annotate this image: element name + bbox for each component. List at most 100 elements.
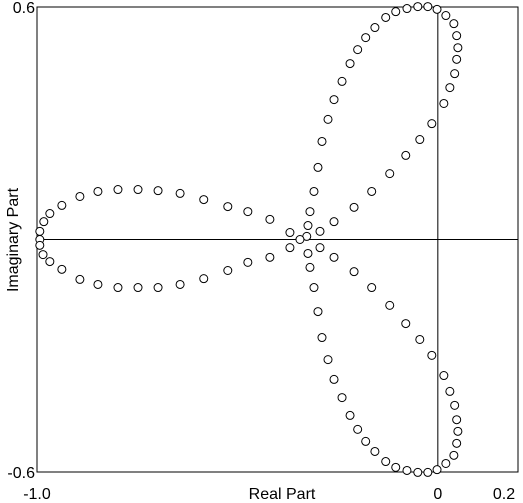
point bbox=[93, 186, 103, 196]
x-tick-label: 0.2 bbox=[493, 486, 515, 503]
point bbox=[439, 371, 449, 381]
point bbox=[57, 200, 67, 210]
point bbox=[75, 274, 85, 284]
point bbox=[305, 207, 315, 217]
point bbox=[199, 274, 209, 284]
point bbox=[423, 2, 433, 12]
point bbox=[367, 283, 377, 293]
point bbox=[441, 458, 451, 468]
point bbox=[175, 188, 185, 198]
point bbox=[329, 252, 339, 262]
point bbox=[449, 19, 459, 29]
point bbox=[385, 300, 395, 310]
point bbox=[367, 186, 377, 196]
point bbox=[450, 69, 460, 79]
point bbox=[175, 279, 185, 289]
y-tick-label: 0.6 bbox=[13, 0, 35, 17]
point bbox=[427, 119, 437, 129]
point bbox=[401, 150, 411, 160]
point bbox=[329, 95, 339, 105]
point bbox=[113, 185, 123, 195]
point bbox=[303, 248, 313, 258]
point bbox=[93, 279, 103, 289]
point bbox=[415, 135, 425, 145]
point bbox=[439, 98, 449, 108]
point bbox=[337, 393, 347, 403]
point bbox=[452, 438, 462, 448]
point bbox=[223, 266, 233, 275]
point bbox=[35, 226, 45, 236]
point bbox=[133, 185, 143, 195]
y-axis-label: Imaginary Part bbox=[5, 187, 22, 292]
point bbox=[381, 457, 391, 467]
point bbox=[413, 2, 423, 12]
point bbox=[295, 235, 305, 244]
point bbox=[349, 202, 359, 212]
point bbox=[75, 191, 85, 201]
point bbox=[315, 243, 325, 253]
point bbox=[361, 436, 371, 446]
point bbox=[449, 450, 459, 460]
point bbox=[385, 169, 395, 179]
point bbox=[345, 410, 355, 420]
point bbox=[413, 467, 423, 477]
point bbox=[317, 136, 327, 146]
point bbox=[223, 202, 233, 212]
point bbox=[153, 186, 163, 196]
point bbox=[353, 424, 363, 434]
point bbox=[313, 307, 323, 317]
point bbox=[349, 267, 359, 277]
point bbox=[432, 465, 442, 475]
point bbox=[432, 4, 442, 14]
point bbox=[315, 226, 325, 236]
point bbox=[453, 43, 463, 53]
point bbox=[353, 45, 363, 55]
point bbox=[427, 350, 437, 360]
point bbox=[450, 400, 460, 410]
point bbox=[309, 186, 319, 196]
point bbox=[153, 283, 163, 293]
point bbox=[361, 33, 371, 43]
point bbox=[243, 207, 253, 217]
point bbox=[45, 257, 55, 267]
x-tick-label: 0 bbox=[433, 486, 442, 503]
point bbox=[402, 4, 412, 14]
point bbox=[39, 217, 49, 227]
point bbox=[313, 162, 323, 172]
point bbox=[265, 252, 275, 262]
point bbox=[57, 264, 67, 274]
point bbox=[45, 209, 55, 219]
point bbox=[453, 426, 463, 436]
point bbox=[317, 333, 327, 343]
point bbox=[391, 7, 401, 17]
x-tick-label: -1.0 bbox=[23, 486, 51, 503]
point bbox=[370, 446, 380, 456]
point bbox=[323, 114, 333, 124]
point bbox=[35, 240, 45, 250]
point bbox=[329, 374, 339, 384]
point bbox=[305, 262, 315, 272]
point bbox=[303, 221, 313, 231]
point bbox=[452, 54, 462, 64]
point bbox=[391, 462, 401, 472]
point bbox=[199, 195, 209, 205]
point bbox=[38, 250, 48, 260]
point bbox=[113, 283, 123, 293]
point bbox=[452, 31, 462, 41]
point bbox=[402, 465, 412, 475]
point bbox=[381, 12, 391, 22]
x-axis-label: Real Part bbox=[249, 486, 316, 503]
point bbox=[285, 228, 295, 238]
point bbox=[329, 217, 339, 227]
point bbox=[337, 76, 347, 86]
point bbox=[441, 11, 451, 21]
point bbox=[285, 243, 295, 253]
point bbox=[265, 214, 275, 224]
point bbox=[445, 386, 455, 396]
point bbox=[323, 355, 333, 365]
point bbox=[415, 334, 425, 344]
point bbox=[133, 283, 143, 293]
y-tick-label: -0.6 bbox=[7, 465, 35, 482]
point bbox=[452, 415, 462, 425]
